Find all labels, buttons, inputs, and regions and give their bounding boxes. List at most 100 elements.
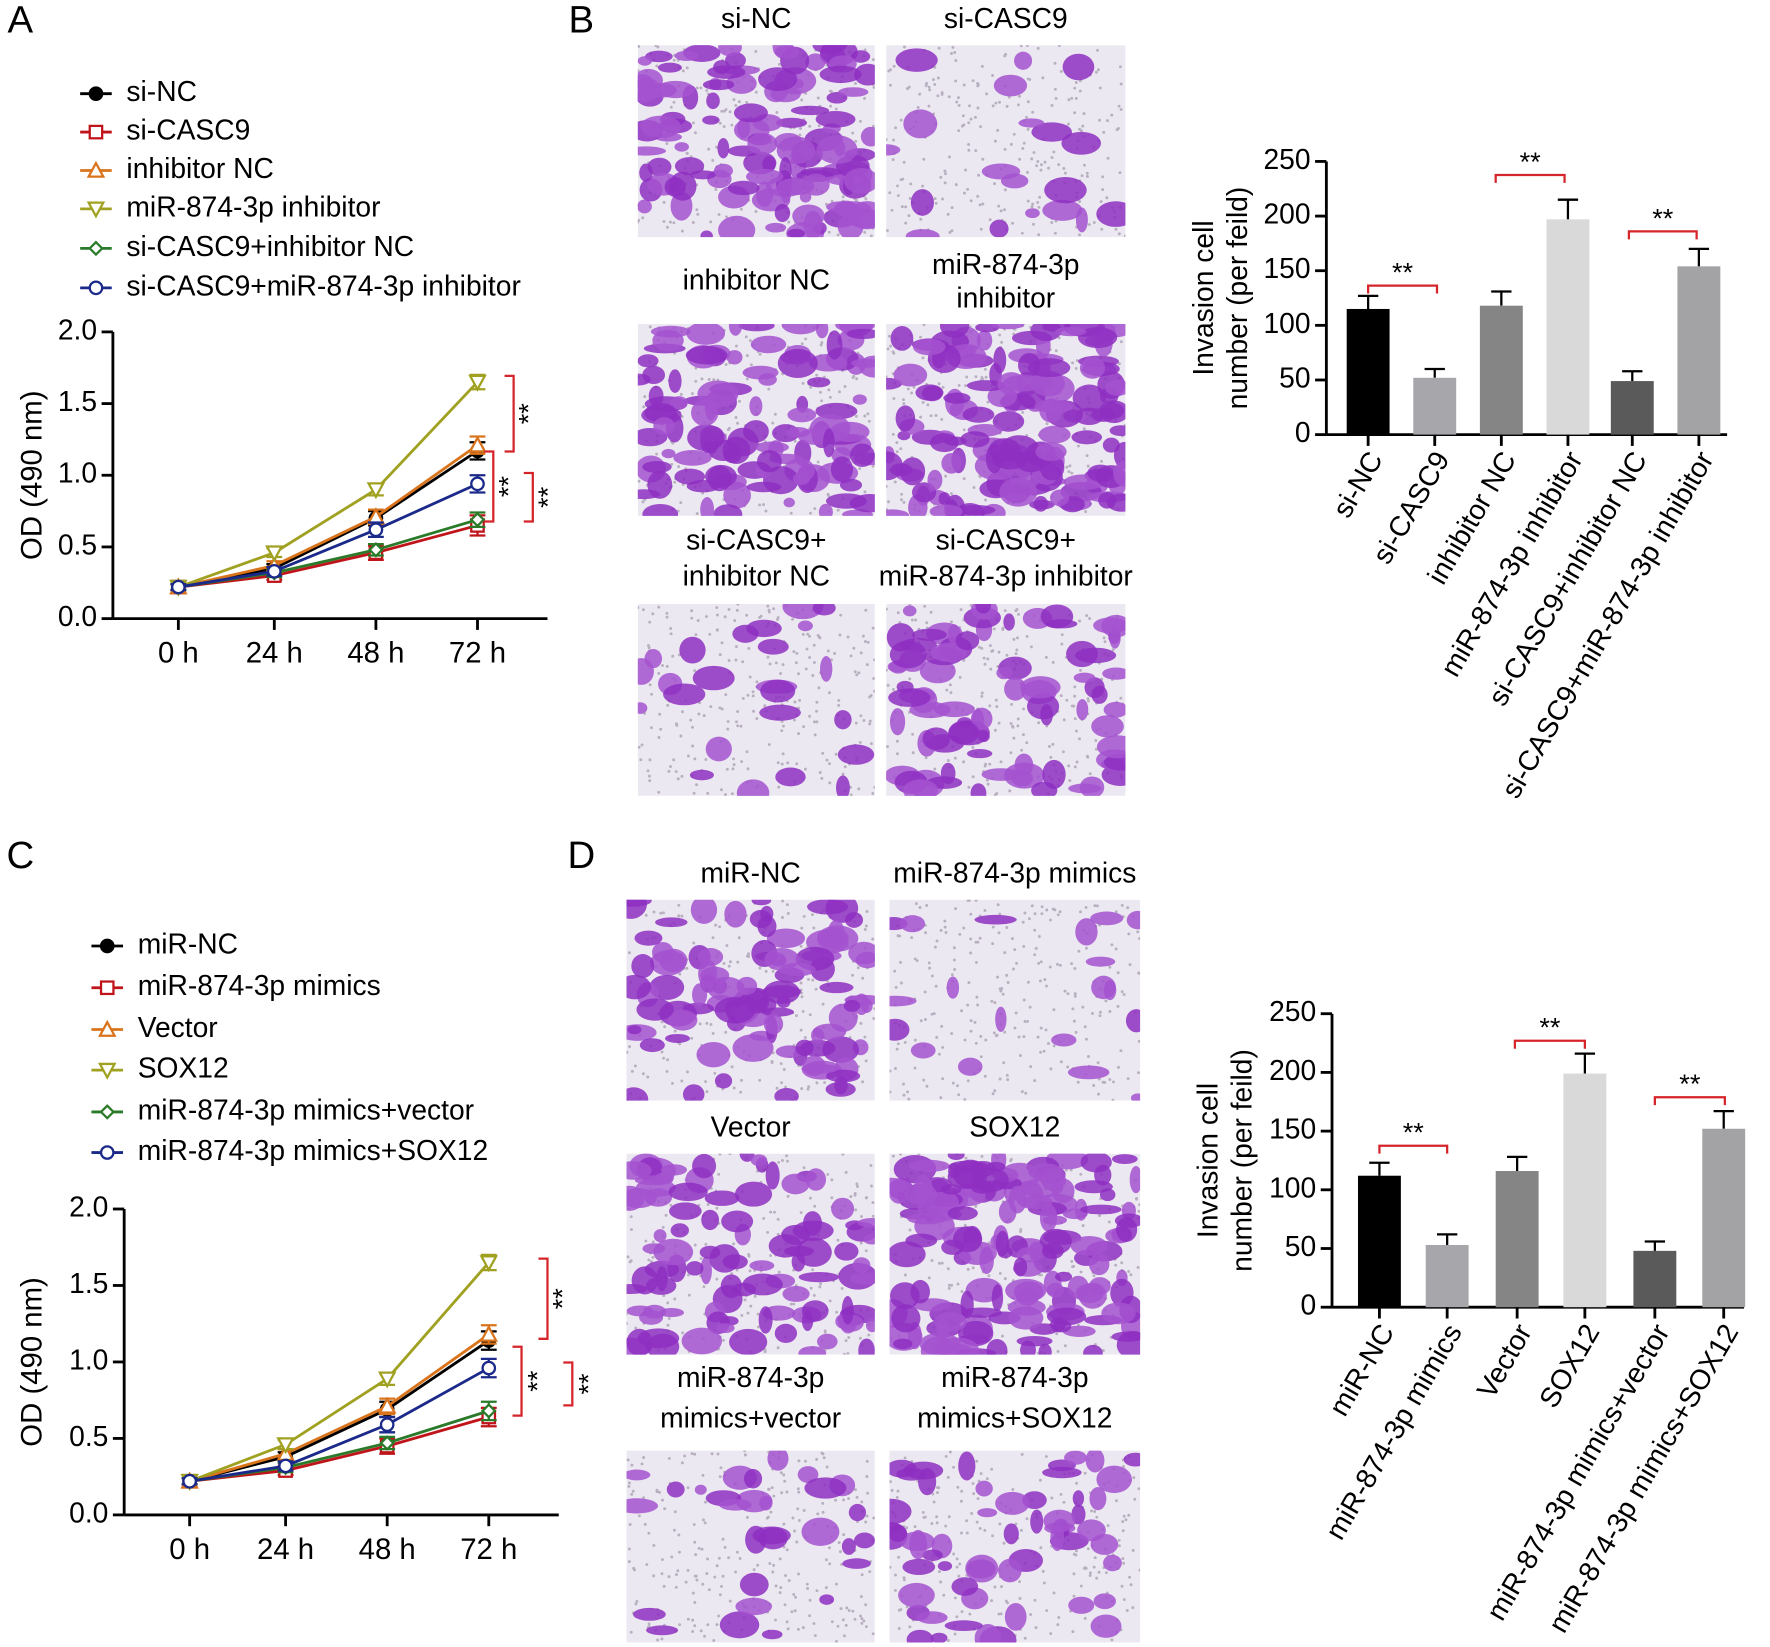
pore: [1137, 1071, 1140, 1075]
pore: [678, 972, 682, 976]
pore: [784, 1574, 787, 1577]
pore: [863, 1035, 867, 1039]
cell-blob: [658, 1308, 685, 1318]
pore: [717, 1556, 721, 1560]
pore: [640, 1462, 644, 1466]
pore: [861, 976, 865, 980]
pore: [664, 1213, 668, 1217]
marker: [278, 1458, 293, 1474]
micrograph-label: miR-874-3p: [932, 248, 1079, 280]
pore: [694, 1574, 698, 1578]
cell-blob: [767, 1450, 789, 1471]
pore: [1061, 750, 1065, 754]
pore: [1118, 65, 1122, 69]
cell-blob: [637, 146, 667, 156]
pore: [979, 1034, 983, 1038]
cell-blob: [645, 50, 673, 63]
pore: [1022, 998, 1026, 1002]
pore: [820, 341, 824, 345]
pore: [1000, 340, 1004, 344]
cell-blob: [1075, 1283, 1104, 1304]
cell-blob: [834, 1242, 859, 1261]
pore: [969, 1029, 973, 1033]
cell-blob: [921, 385, 943, 402]
pore: [1101, 1348, 1105, 1352]
pore: [754, 49, 758, 53]
cell-blob: [1050, 1317, 1066, 1333]
pore: [967, 142, 971, 146]
pore: [944, 172, 947, 176]
cell-blob: [889, 1018, 910, 1041]
pore: [767, 743, 771, 747]
pore: [1029, 1065, 1033, 1069]
sig-bracket: [1494, 173, 1566, 183]
pore: [950, 229, 954, 233]
pore: [921, 356, 925, 360]
pore: [860, 1500, 864, 1504]
cell-blob: [679, 636, 706, 664]
cell-blob: [1088, 1253, 1110, 1276]
pore: [1094, 70, 1098, 74]
pore: [893, 480, 897, 484]
pore: [660, 1558, 664, 1562]
pore: [930, 974, 934, 978]
pore: [1039, 1546, 1043, 1550]
pore: [657, 605, 661, 609]
pore: [924, 84, 928, 87]
pore: [975, 1459, 979, 1463]
pore: [1118, 171, 1122, 175]
cell-blob: [736, 779, 770, 796]
pore: [691, 744, 695, 748]
pore: [1084, 1037, 1088, 1041]
pore: [1107, 1220, 1111, 1224]
pore: [826, 649, 830, 653]
pore: [1036, 46, 1040, 50]
cell-blob: [766, 928, 806, 949]
pore: [923, 604, 927, 608]
pore: [693, 757, 697, 761]
pore: [973, 115, 977, 119]
pore: [964, 384, 968, 388]
pore: [1028, 1005, 1032, 1009]
pore: [951, 1081, 955, 1085]
pore: [1011, 1488, 1015, 1491]
cell-blob: [1064, 1450, 1087, 1465]
pore: [1117, 232, 1121, 236]
pore: [976, 1497, 980, 1501]
sig-label: **: [513, 403, 544, 425]
pore: [779, 1062, 783, 1066]
pore: [956, 1282, 960, 1286]
pore: [927, 104, 931, 108]
pore: [628, 1260, 632, 1264]
pore: [821, 1452, 825, 1456]
pore: [871, 1632, 875, 1636]
pore: [739, 1078, 743, 1082]
pore: [1025, 115, 1028, 119]
cell-blob: [692, 1153, 717, 1179]
cell-blob: [1090, 911, 1124, 926]
pore: [1063, 1344, 1067, 1348]
pore: [1121, 1557, 1125, 1561]
pore: [1078, 737, 1081, 741]
pore: [746, 1515, 749, 1519]
pore: [1051, 907, 1055, 911]
pore: [1074, 1030, 1078, 1034]
cell-blob: [798, 1271, 840, 1283]
pore: [1098, 1214, 1102, 1218]
pore: [962, 658, 966, 662]
error-bar: [1369, 1161, 1390, 1176]
cell-blob: [646, 1333, 680, 1355]
pore: [783, 1603, 787, 1607]
cell-blob: [759, 704, 801, 721]
pore: [950, 1283, 954, 1287]
cell-blob: [1050, 1523, 1065, 1552]
pore: [836, 233, 840, 237]
pore: [819, 390, 822, 394]
cell-blob: [818, 503, 833, 516]
pore: [872, 85, 875, 89]
pore: [865, 1459, 869, 1463]
pore: [905, 87, 909, 91]
pore: [930, 1522, 934, 1526]
pore: [935, 1035, 939, 1039]
cell-blob: [702, 115, 720, 125]
